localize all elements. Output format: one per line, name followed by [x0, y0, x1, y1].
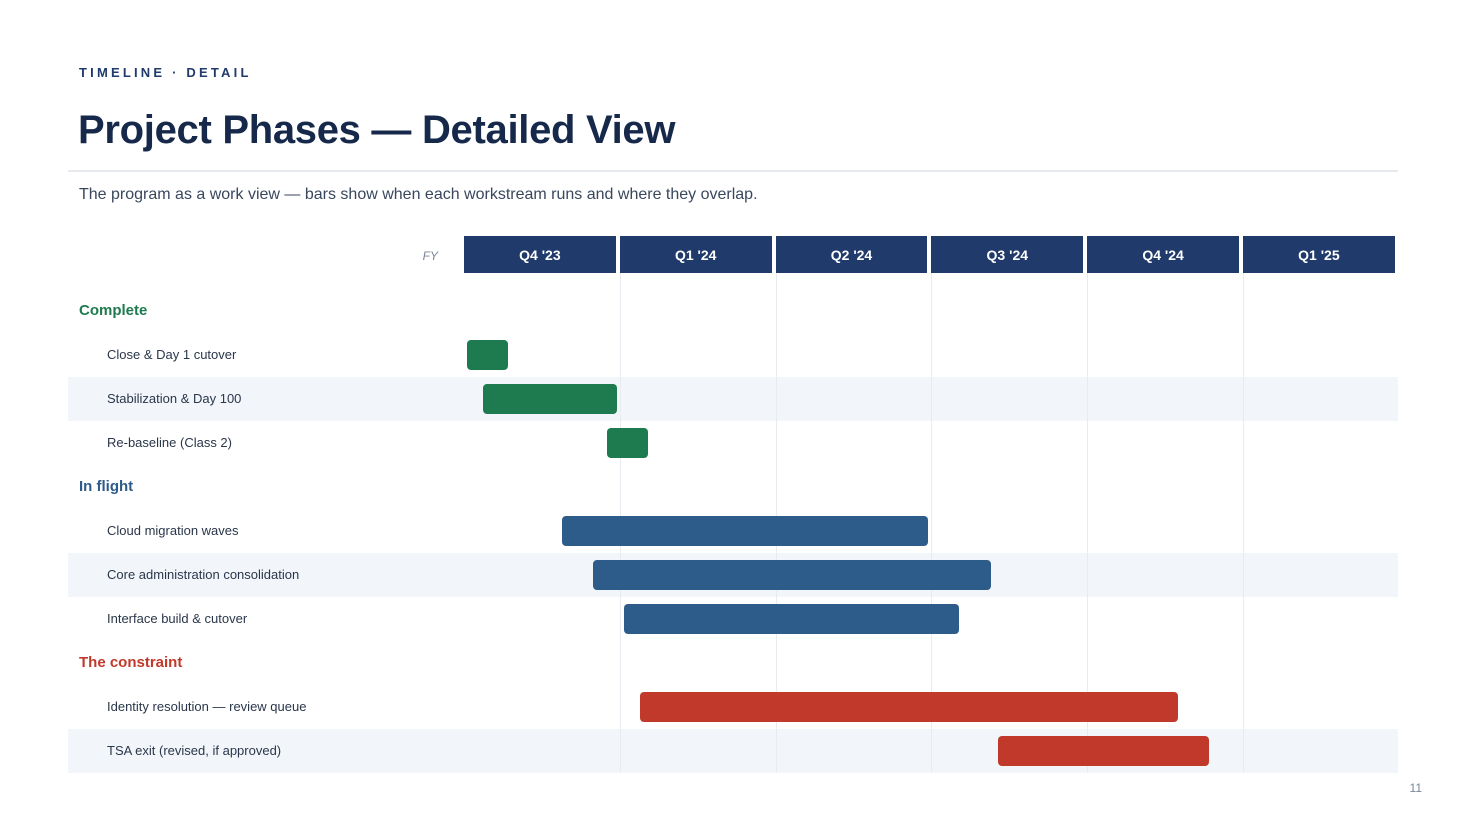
fy-label: FY	[422, 249, 438, 263]
quarter-header: Q3 '24	[931, 236, 1084, 273]
task-label: TSA exit (revised, if approved)	[107, 743, 282, 758]
eyebrow-label: TIMELINE · DETAIL	[79, 65, 252, 80]
task-label: Stabilization & Day 100	[107, 391, 242, 406]
task-label: Interface build & cutover	[107, 611, 248, 626]
page-number: 11	[1409, 781, 1422, 795]
quarter-header: Q1 '25	[1243, 236, 1395, 273]
task-label: Close & Day 1 cutover	[107, 347, 237, 362]
task-bar[interactable]	[998, 736, 1209, 766]
task-bar[interactable]	[624, 604, 960, 634]
task-label: Core administration consolidation	[107, 567, 300, 582]
task-label: Identity resolution — review queue	[107, 699, 307, 714]
quarter-header: Q1 '24	[619, 236, 772, 273]
task-bar[interactable]	[482, 384, 617, 414]
quarter-header: Q4 '24	[1087, 236, 1239, 273]
group-label: The constraint	[79, 654, 183, 671]
group-label: Complete	[79, 302, 148, 319]
task-bar[interactable]	[593, 560, 991, 590]
task-bar[interactable]	[607, 428, 648, 458]
quarter-gridline	[1243, 273, 1244, 772]
quarter-header: Q4 '23	[464, 236, 616, 273]
task-bar[interactable]	[467, 340, 508, 370]
quarter-gridline	[931, 273, 933, 772]
task-bar[interactable]	[562, 516, 929, 546]
quarter-gridline	[1087, 273, 1089, 772]
task-label: Re-baseline (Class 2)	[107, 435, 232, 450]
task-bar[interactable]	[640, 692, 1178, 722]
quarter-header: Q2 '24	[775, 236, 928, 273]
group-label: In flight	[79, 478, 134, 495]
row-band	[68, 377, 1398, 421]
task-label: Cloud migration waves	[107, 523, 239, 538]
page-subtitle: The program as a work view — bars show w…	[79, 186, 758, 203]
title-divider	[68, 170, 1398, 172]
page-title: Project Phases — Detailed View	[78, 108, 676, 152]
